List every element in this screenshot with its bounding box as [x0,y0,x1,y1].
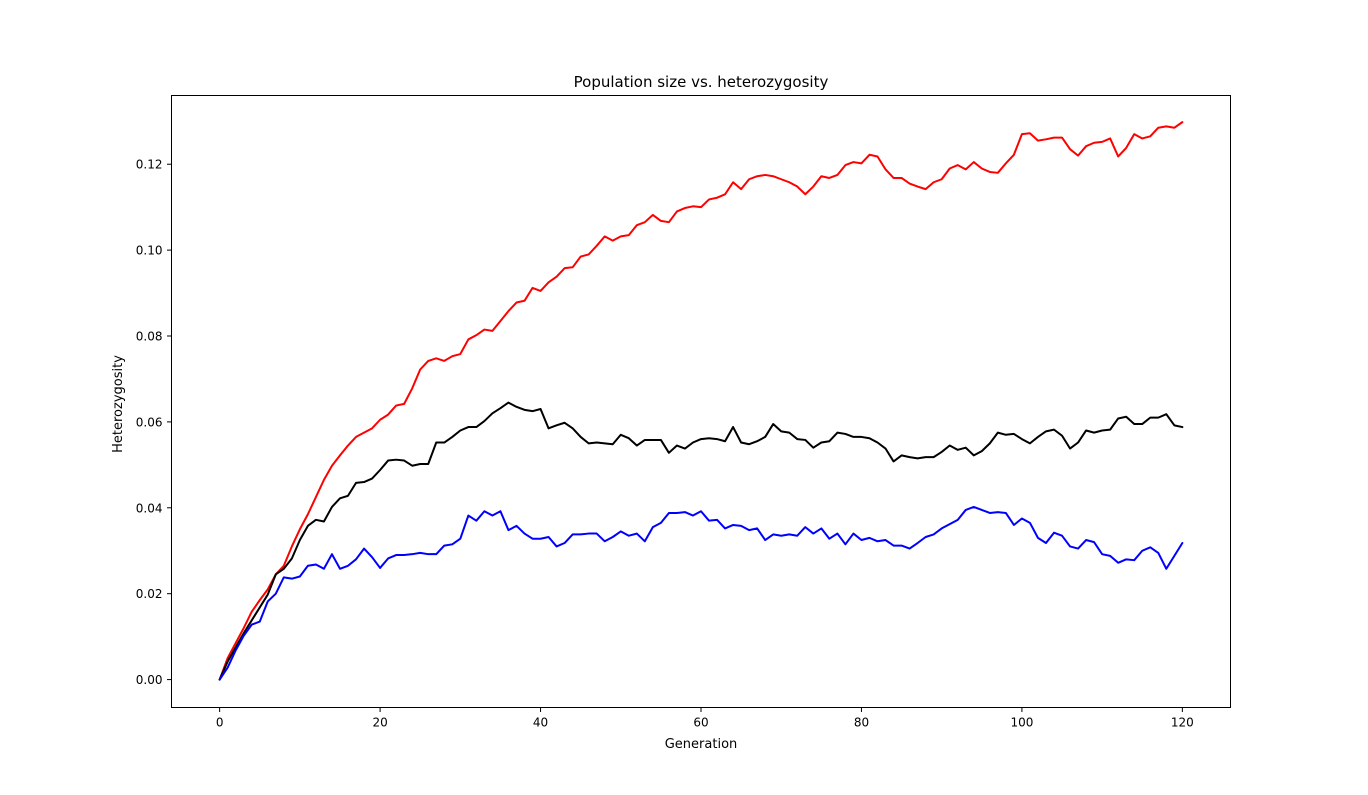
x-axis-label: Generation [665,737,738,752]
x-tick-label: 20 [372,716,387,730]
y-tick-label: 0.08 [136,330,163,344]
x-tick-label: 120 [1171,716,1194,730]
y-axis: 0.00 0.02 0.04 0.06 0.08 0.10 0.12 [136,158,172,687]
plot-frame [171,95,1231,708]
x-axis: 0 20 40 60 80 100 120 [216,707,1194,730]
x-tick-label: 100 [1010,716,1033,730]
y-tick-label: 0.06 [136,415,163,429]
y-tick-label: 0.02 [136,587,163,601]
series-line-1 [218,121,1184,681]
x-tick-label: 40 [533,716,548,730]
series-line-2 [218,401,1184,681]
x-tick-label: 80 [854,716,869,730]
chart-title: Population size vs. heterozygosity [574,73,829,91]
y-tick-label: 0.12 [136,158,163,172]
y-tick-label: 0.04 [136,501,163,515]
series-layer [218,121,1184,681]
series-line-3 [218,505,1184,681]
y-axis-label: Heterozygosity [111,355,126,453]
y-tick-label: 0.10 [136,244,163,258]
x-tick-label: 60 [693,716,708,730]
y-tick-label: 0.00 [136,673,163,687]
x-tick-label: 0 [216,716,224,730]
